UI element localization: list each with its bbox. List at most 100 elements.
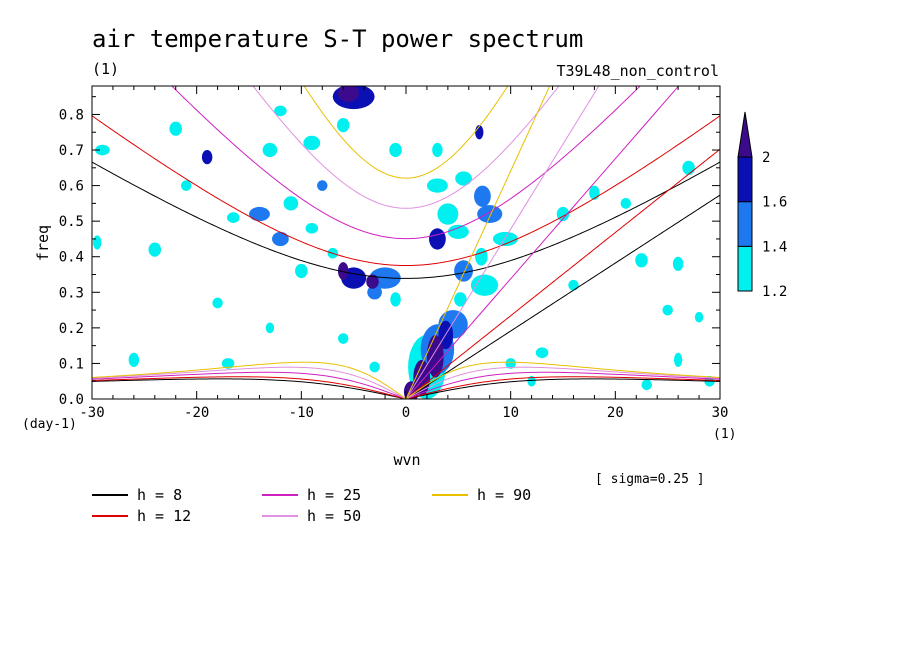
x-tick-label: -20 <box>184 405 209 421</box>
run-label: T39L48_non_control <box>556 62 719 80</box>
dispersion-curve <box>252 86 560 209</box>
y-unit-label: (day-1) <box>22 417 77 432</box>
x-tick-label: 20 <box>607 405 624 421</box>
y-axis-label: freq <box>34 225 52 261</box>
y-tick-label: 0.4 <box>59 250 84 266</box>
title-unit: (1) <box>92 60 119 78</box>
power-region <box>662 304 673 316</box>
dispersion-curve <box>92 371 720 399</box>
legend-label: h = 25 <box>307 486 361 504</box>
power-region <box>426 178 448 193</box>
power-region <box>475 247 488 266</box>
power-region <box>694 311 704 323</box>
chart-title: air temperature S-T power spectrum <box>92 25 583 53</box>
power-region <box>455 171 472 186</box>
power-region <box>672 256 684 271</box>
colorbar-segment <box>737 201 753 247</box>
power-region <box>505 358 516 369</box>
sigma-annotation: [ sigma=0.25 ] <box>595 472 705 487</box>
y-tick-label: 0.1 <box>59 356 84 372</box>
legend-label: h = 12 <box>137 507 191 525</box>
y-tick-label: 0.8 <box>59 107 84 123</box>
power-region <box>337 333 349 344</box>
power-region <box>454 292 467 307</box>
dispersion-curve <box>303 86 509 179</box>
dispersion-curve <box>405 86 551 399</box>
power-region <box>272 231 289 247</box>
dispersion-curves <box>92 86 720 399</box>
colorbar-segment <box>737 156 753 203</box>
power-region <box>369 361 380 373</box>
power-region <box>474 185 491 207</box>
power-region <box>477 205 503 223</box>
dispersion-curve <box>405 194 720 399</box>
power-region <box>429 228 446 250</box>
power-region <box>212 297 223 309</box>
y-tick-label: 0.6 <box>59 179 84 195</box>
dispersion-curve <box>405 86 680 399</box>
colorbar-label: 1.4 <box>762 239 787 255</box>
power-region <box>337 262 349 280</box>
x-tick-label: -10 <box>289 405 314 421</box>
power-region <box>148 242 162 257</box>
power-region <box>437 203 459 225</box>
x-tick-label: 0 <box>402 405 410 421</box>
legend-label: h = 8 <box>137 486 182 504</box>
power-region <box>336 118 350 133</box>
colorbar-label: 1.2 <box>762 284 787 300</box>
y-tick-label: 0.2 <box>59 321 84 337</box>
plot-area: -30 -20 -10 0 10 20 30 0.0 0.1 0.2 0.3 0.4 0.5 0.6 0.7… <box>59 85 729 421</box>
power-region <box>249 206 270 222</box>
power-region <box>366 274 379 289</box>
power-region <box>641 379 652 391</box>
power-region <box>367 285 382 300</box>
power-region <box>201 150 213 165</box>
x-tick-label: -30 <box>79 405 104 421</box>
power-region <box>317 180 328 191</box>
dispersion-curve <box>92 378 720 399</box>
power-region <box>454 260 473 282</box>
power-region <box>95 144 110 156</box>
power-region <box>492 231 518 247</box>
dispersion-curve <box>92 376 720 399</box>
dispersion-curve <box>92 161 720 279</box>
power-region <box>337 86 359 103</box>
colorbar: 1.2 1.4 1.6 2 <box>737 111 787 300</box>
y-tick-label: 0.7 <box>59 143 84 159</box>
legend-label: h = 50 <box>307 507 361 525</box>
power-region <box>432 142 443 158</box>
power-region <box>262 142 278 158</box>
power-region <box>93 235 102 250</box>
power-region <box>568 279 579 291</box>
power-region <box>169 121 183 136</box>
dispersion-curve <box>171 86 641 240</box>
power-region <box>673 352 683 367</box>
power-region <box>682 160 695 175</box>
colorbar-label: 2 <box>762 150 770 166</box>
power-region <box>274 105 287 117</box>
dispersion-curve <box>92 361 720 399</box>
dispersion-curve <box>405 148 720 399</box>
x-unit-label: (1) <box>713 427 736 442</box>
dispersion-curve <box>92 115 720 267</box>
plot-frame <box>91 85 721 400</box>
y-tick-label: 0.5 <box>59 214 84 230</box>
y-tick-label: 0.0 <box>59 392 84 408</box>
power-region <box>303 135 321 151</box>
power-region <box>470 274 499 296</box>
power-region <box>426 334 444 378</box>
power-region <box>283 196 299 211</box>
dispersion-curve <box>405 86 600 399</box>
x-tick-label: 30 <box>712 405 729 421</box>
power-region <box>635 253 648 268</box>
power-region <box>389 142 402 158</box>
dispersion-curve <box>92 366 720 399</box>
power-region <box>527 375 536 387</box>
axis-ticks: -30 -20 -10 0 10 20 30 0.0 0.1 0.2 0.3 0.4 0.5 0.6 0.7… <box>59 86 729 421</box>
power-region <box>535 347 549 359</box>
power-region <box>221 358 235 369</box>
power-region <box>620 198 632 209</box>
power-region <box>295 263 308 279</box>
